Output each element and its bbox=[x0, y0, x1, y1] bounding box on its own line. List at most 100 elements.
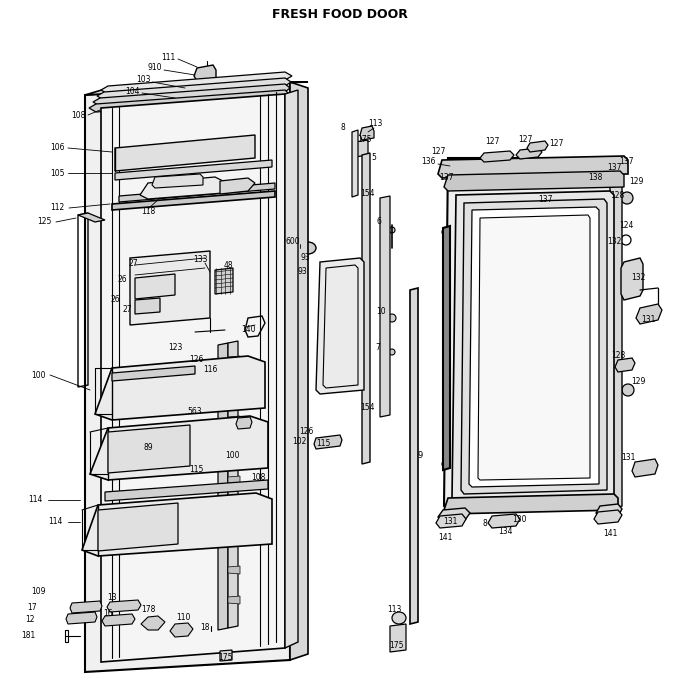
Polygon shape bbox=[170, 623, 193, 637]
Ellipse shape bbox=[300, 242, 316, 254]
Polygon shape bbox=[141, 616, 165, 630]
Text: 127: 127 bbox=[549, 139, 563, 148]
Text: 109: 109 bbox=[31, 587, 46, 596]
Polygon shape bbox=[228, 446, 240, 454]
Text: 125: 125 bbox=[37, 218, 51, 227]
Ellipse shape bbox=[392, 612, 406, 624]
Text: 563: 563 bbox=[188, 407, 203, 416]
Text: 175: 175 bbox=[357, 136, 371, 144]
Text: 115: 115 bbox=[189, 466, 203, 475]
Polygon shape bbox=[290, 82, 308, 660]
Text: 104: 104 bbox=[124, 88, 139, 97]
Polygon shape bbox=[107, 600, 141, 612]
Text: 131: 131 bbox=[621, 454, 635, 463]
Text: 17: 17 bbox=[27, 603, 37, 612]
Polygon shape bbox=[135, 274, 175, 299]
Text: 138: 138 bbox=[588, 174, 602, 183]
Polygon shape bbox=[362, 153, 370, 464]
Text: 103: 103 bbox=[136, 76, 150, 85]
Polygon shape bbox=[615, 358, 635, 372]
Polygon shape bbox=[218, 343, 228, 630]
Polygon shape bbox=[478, 215, 590, 480]
Text: 133: 133 bbox=[192, 256, 207, 265]
Polygon shape bbox=[101, 94, 285, 662]
Text: 137: 137 bbox=[607, 164, 622, 172]
Polygon shape bbox=[594, 510, 622, 524]
Text: 89: 89 bbox=[143, 444, 153, 452]
Text: 18: 18 bbox=[200, 624, 209, 633]
Text: 8: 8 bbox=[483, 519, 488, 528]
Polygon shape bbox=[105, 480, 268, 501]
Polygon shape bbox=[90, 416, 268, 480]
Text: 114: 114 bbox=[48, 517, 62, 526]
Text: 106: 106 bbox=[50, 144, 64, 153]
Text: 27: 27 bbox=[129, 260, 138, 269]
Text: 48: 48 bbox=[223, 260, 233, 270]
Polygon shape bbox=[352, 130, 358, 197]
Text: 181: 181 bbox=[21, 631, 35, 640]
Polygon shape bbox=[97, 78, 291, 100]
Polygon shape bbox=[285, 90, 298, 648]
Polygon shape bbox=[70, 601, 102, 613]
Polygon shape bbox=[461, 199, 607, 494]
Polygon shape bbox=[228, 341, 238, 628]
Polygon shape bbox=[140, 177, 223, 199]
Text: 7: 7 bbox=[375, 344, 380, 353]
Text: 5: 5 bbox=[371, 153, 377, 162]
Text: 128: 128 bbox=[610, 192, 624, 200]
Text: 175: 175 bbox=[218, 654, 233, 662]
Polygon shape bbox=[436, 514, 466, 528]
Polygon shape bbox=[610, 158, 622, 510]
Text: 26: 26 bbox=[110, 295, 120, 304]
Text: 116: 116 bbox=[203, 365, 217, 375]
Polygon shape bbox=[443, 226, 450, 470]
Text: 16: 16 bbox=[103, 610, 113, 619]
Ellipse shape bbox=[389, 349, 395, 355]
Polygon shape bbox=[112, 366, 195, 381]
Polygon shape bbox=[316, 258, 364, 394]
Polygon shape bbox=[119, 183, 275, 202]
Polygon shape bbox=[93, 84, 290, 106]
Text: 10: 10 bbox=[376, 307, 386, 316]
Polygon shape bbox=[596, 504, 622, 518]
Polygon shape bbox=[380, 196, 390, 417]
Polygon shape bbox=[314, 435, 342, 449]
Polygon shape bbox=[410, 288, 418, 624]
Text: 113: 113 bbox=[387, 606, 401, 615]
Polygon shape bbox=[228, 386, 240, 394]
Polygon shape bbox=[488, 514, 520, 528]
Polygon shape bbox=[452, 191, 614, 502]
Polygon shape bbox=[89, 90, 289, 112]
Text: 127: 127 bbox=[517, 136, 532, 144]
Polygon shape bbox=[228, 566, 240, 574]
Polygon shape bbox=[66, 612, 97, 624]
Polygon shape bbox=[527, 141, 548, 152]
Polygon shape bbox=[621, 258, 643, 300]
Polygon shape bbox=[130, 251, 210, 325]
Text: 140: 140 bbox=[241, 326, 255, 335]
Ellipse shape bbox=[389, 227, 395, 233]
Polygon shape bbox=[228, 416, 240, 424]
Text: 131: 131 bbox=[443, 517, 457, 526]
Text: 600: 600 bbox=[286, 237, 301, 246]
Text: 910: 910 bbox=[148, 64, 163, 73]
Polygon shape bbox=[228, 536, 240, 544]
Polygon shape bbox=[101, 72, 292, 94]
Text: 137: 137 bbox=[538, 195, 552, 204]
Polygon shape bbox=[220, 178, 255, 194]
Polygon shape bbox=[135, 298, 160, 314]
Polygon shape bbox=[632, 459, 658, 477]
Text: 137: 137 bbox=[439, 174, 454, 183]
Polygon shape bbox=[115, 135, 255, 171]
Text: 154: 154 bbox=[360, 188, 374, 197]
Polygon shape bbox=[444, 494, 618, 514]
Text: 126: 126 bbox=[299, 428, 313, 437]
Text: 12: 12 bbox=[25, 615, 35, 624]
Polygon shape bbox=[228, 596, 240, 604]
Ellipse shape bbox=[621, 192, 633, 204]
Text: 114: 114 bbox=[28, 496, 42, 505]
Text: 136: 136 bbox=[421, 158, 435, 167]
Ellipse shape bbox=[622, 384, 634, 396]
Text: 129: 129 bbox=[631, 377, 645, 386]
Polygon shape bbox=[215, 268, 233, 294]
